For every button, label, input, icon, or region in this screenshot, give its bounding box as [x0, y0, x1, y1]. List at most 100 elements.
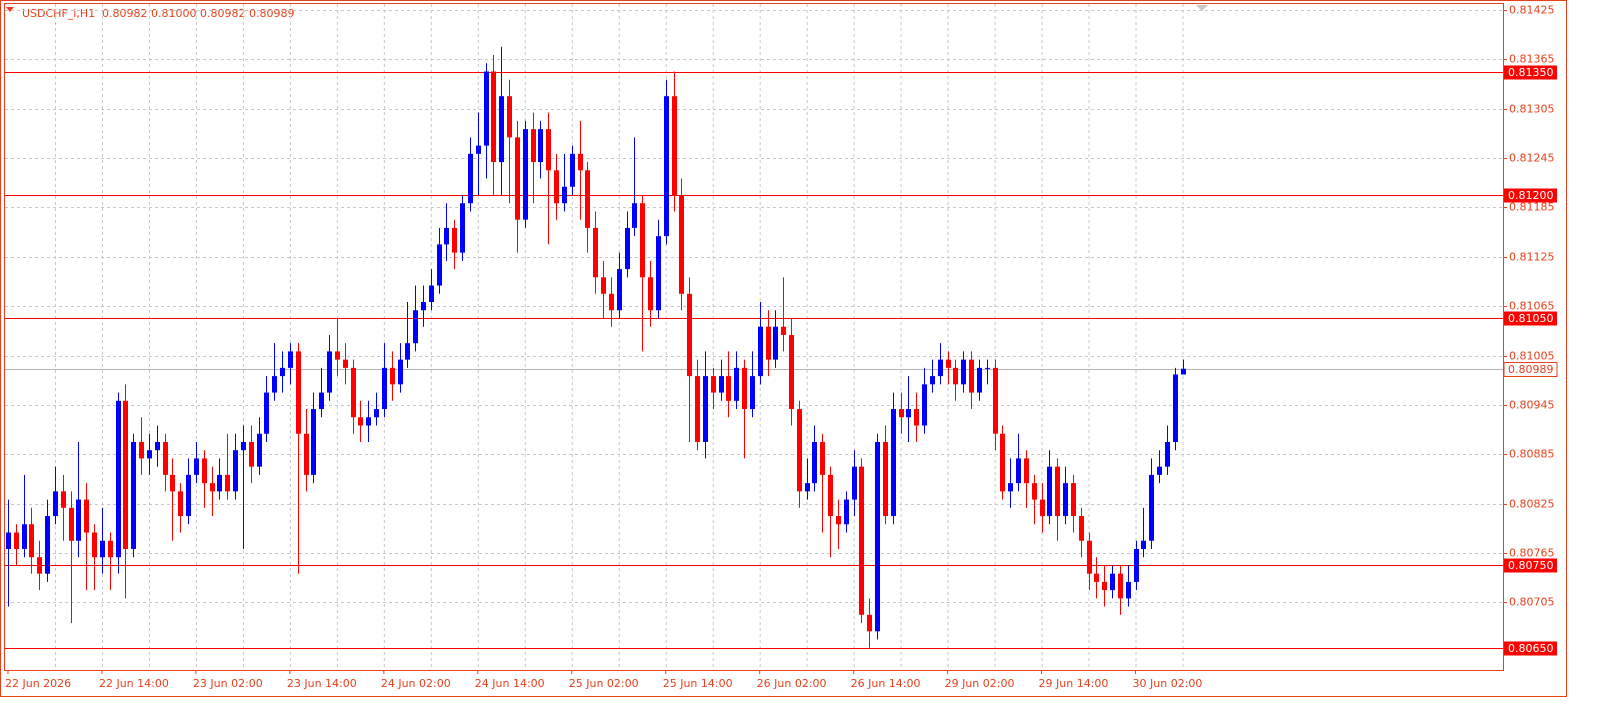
- candle-body: [429, 285, 434, 303]
- candle-body: [922, 384, 927, 426]
- candle-body: [335, 351, 340, 360]
- candle-body: [578, 153, 583, 171]
- candle-body: [257, 433, 262, 467]
- x-tick-label: 26 Jun 14:00: [851, 677, 921, 690]
- candle-body: [69, 507, 74, 541]
- candle-body: [22, 524, 27, 549]
- candle-body: [852, 466, 857, 500]
- x-tick-label: 25 Jun 14:00: [663, 677, 733, 690]
- candle-body: [820, 441, 825, 475]
- candle-body: [766, 326, 771, 360]
- candle-body: [319, 392, 324, 410]
- candle-body: [538, 129, 543, 163]
- candle-body: [327, 351, 332, 393]
- y-tick-label: 0.80765: [1509, 547, 1555, 560]
- candle-body: [382, 367, 387, 410]
- candle-body: [217, 474, 222, 492]
- candle-body: [1141, 540, 1146, 549]
- candle-body: [264, 392, 269, 434]
- candle-body: [1071, 483, 1076, 517]
- y-tick-label: 0.80945: [1509, 399, 1555, 412]
- candle-body: [859, 466, 864, 615]
- candle-body: [288, 351, 293, 368]
- candle-body: [1181, 368, 1186, 375]
- candle-body: [108, 540, 113, 558]
- shift-marker[interactable]: [1196, 5, 1208, 11]
- candle-body: [194, 458, 199, 475]
- candle-body: [585, 170, 590, 228]
- candle-body: [930, 376, 935, 385]
- level-label-box: [1504, 311, 1557, 326]
- candle-body: [867, 614, 872, 632]
- candle-body: [570, 153, 575, 187]
- candle-body: [210, 483, 215, 492]
- candle-body: [687, 293, 692, 377]
- candle-body: [562, 186, 567, 204]
- candle-body: [1087, 540, 1092, 574]
- candle-body: [914, 409, 919, 426]
- candle-body: [170, 474, 175, 492]
- candle-body: [797, 409, 802, 492]
- x-tick-label: 23 Jun 02:00: [193, 677, 263, 690]
- candle-body: [29, 524, 34, 558]
- candle-body: [953, 367, 958, 385]
- candle-body: [45, 516, 50, 574]
- candle-body: [703, 376, 708, 442]
- menu-arrow[interactable]: [6, 7, 14, 12]
- x-tick-label: 22 Jun 2026: [5, 677, 71, 690]
- candle-body: [499, 96, 504, 163]
- candle-body: [92, 532, 97, 558]
- x-tick-label: 24 Jun 14:00: [475, 677, 545, 690]
- candle-body: [1000, 433, 1005, 492]
- y-tick-label: 0.81005: [1509, 350, 1555, 363]
- x-tick-label: 29 Jun 02:00: [945, 677, 1015, 690]
- candle-body: [1118, 573, 1123, 599]
- candle-body: [985, 367, 990, 369]
- candle-body: [186, 474, 191, 517]
- candle-body: [225, 474, 230, 492]
- candle-body: [84, 499, 89, 533]
- candle-body: [711, 376, 716, 393]
- plot-frame: [4, 3, 1504, 671]
- candle-body: [883, 441, 888, 517]
- candle-body: [390, 367, 395, 385]
- candle-body: [76, 499, 81, 541]
- candle-body: [358, 417, 363, 426]
- candle-body: [241, 441, 246, 451]
- candle-body: [977, 367, 982, 393]
- bid-label: 0.80989: [1508, 363, 1554, 376]
- quote-label: 0.80982 0.81000 0.80982 0.80989: [102, 7, 294, 20]
- candle-body: [773, 326, 778, 360]
- symbol-label: USDCHF_i,H1: [22, 7, 95, 20]
- bid-label-box: [1503, 362, 1558, 377]
- candle-body: [6, 532, 11, 549]
- candle-body: [1032, 483, 1037, 500]
- candle-body: [617, 269, 622, 311]
- candle-body: [437, 244, 442, 286]
- candle-body: [1079, 516, 1084, 541]
- level-label: 0.81200: [1508, 189, 1554, 202]
- candle-body: [656, 236, 661, 311]
- candle-body: [1157, 466, 1162, 475]
- candle-body: [444, 227, 449, 245]
- candle-body: [484, 71, 489, 146]
- x-tick-label: 25 Jun 02:00: [569, 677, 639, 690]
- x-tick-label: 29 Jun 14:00: [1039, 677, 1109, 690]
- candle-body: [452, 227, 457, 253]
- candle-body: [844, 499, 849, 525]
- y-tick-label: 0.81425: [1509, 4, 1555, 17]
- candle-body: [523, 129, 528, 220]
- candle-body: [507, 96, 512, 138]
- level-label-box: [1504, 65, 1557, 80]
- candle-body: [272, 376, 277, 393]
- candle-body: [139, 441, 144, 459]
- candle-body: [719, 376, 724, 393]
- candle-body: [398, 359, 403, 385]
- candle-body: [632, 203, 637, 228]
- candle-body: [1102, 581, 1107, 591]
- y-tick-label: 0.81125: [1509, 251, 1555, 264]
- candle-body: [491, 71, 496, 163]
- candle-body: [891, 409, 896, 517]
- y-tick-label: 0.80705: [1509, 596, 1555, 609]
